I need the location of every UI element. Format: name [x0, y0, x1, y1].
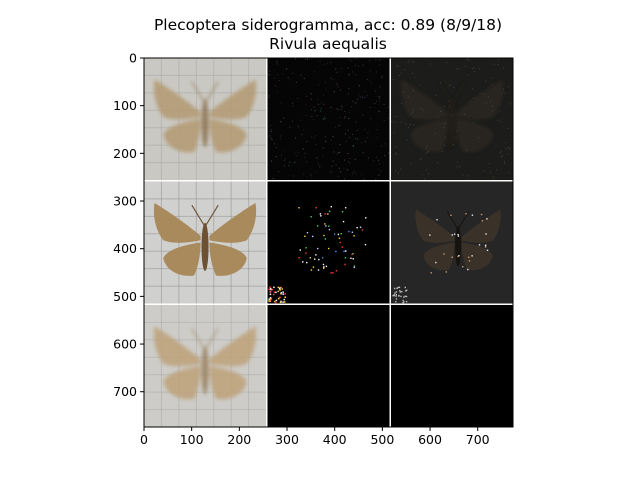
tile-r2-c1	[267, 304, 390, 427]
x-tick-label: 700	[466, 432, 490, 447]
x-tick-label: 500	[370, 432, 394, 447]
y-tick-label: 600	[113, 337, 137, 352]
y-tick-label: 200	[113, 146, 137, 161]
y-tick-label: 0	[129, 51, 137, 66]
tile-r2-c2	[390, 304, 513, 427]
x-tick-label: 200	[227, 432, 251, 447]
tile-r2-c0	[144, 304, 267, 427]
plot-frame	[143, 57, 514, 428]
tile-r0-c1	[267, 58, 390, 181]
x-tick-label: 300	[275, 432, 299, 447]
y-tick-label: 100	[113, 98, 137, 113]
x-tick-label: 100	[180, 432, 204, 447]
image-tiles	[144, 58, 513, 427]
tile-r1-c1	[267, 181, 390, 304]
tile-r1-c0	[144, 181, 267, 304]
tile-r0-c2	[390, 58, 513, 181]
chart-subtitle: Rivula aequalis	[269, 35, 387, 53]
x-tick-label: 0	[140, 432, 148, 447]
y-tick-label: 400	[113, 241, 137, 256]
axes: 0 100 200 300 400 500 600 700 0 100 200 300 400 500 60…	[113, 51, 514, 447]
tile-r0-c0	[144, 58, 267, 181]
tile-r1-c2	[390, 181, 513, 304]
x-tick-label: 400	[323, 432, 347, 447]
x-tick-label: 600	[418, 432, 442, 447]
chart-title: Plecoptera siderogramma, acc: 0.89 (8/9/…	[153, 16, 503, 34]
y-tick-label: 300	[113, 194, 137, 209]
y-tick-label: 700	[113, 384, 137, 399]
y-tick-label: 500	[113, 289, 137, 304]
